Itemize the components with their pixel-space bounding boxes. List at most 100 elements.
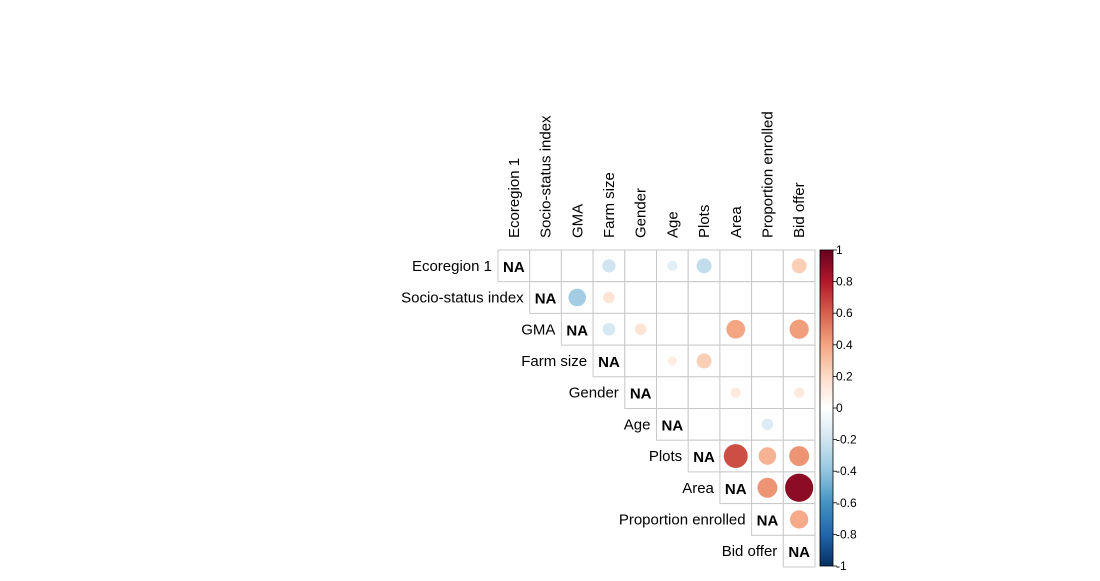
colorbar-tick-label: 0.4 [836,338,853,352]
grid-cell [656,376,689,409]
column-label-proportion-enrolled: Proportion enrolled [759,111,776,238]
grid-cell [687,312,721,346]
grid-cell [719,344,753,378]
grid-cell [624,344,657,378]
column-label-farm-size: Farm size [601,172,618,238]
grid-cell [560,249,594,283]
grid-cell [782,281,816,314]
grid-cell [719,249,753,283]
corr-circle-gender-bid-offer [794,387,805,398]
diagonal-na-label: NA [630,386,652,403]
grid-cell [751,281,784,314]
grid-cell [624,281,657,314]
column-label-bid-offer: Bid offer [791,182,808,238]
colorbar-tick-label: 0 [836,401,843,415]
row-label-plots: Plots [649,448,682,465]
corr-circle-gma-gender [634,323,647,335]
grid-cell [782,408,816,441]
corr-circle-proportion-enrolled-bid-offer [790,510,809,529]
grid-cell [687,376,721,409]
diagonal-na-label: NA [566,322,588,339]
colorbar-tick-label: -0.4 [836,464,857,478]
diagonal-na-label: NA [788,544,810,561]
color-legend: 1 0.8 0.6 0.4 0.2 0 -0.2 -0.4 -0.6 -0.8 -1 [819,243,857,573]
corr-circle-ecoregion-1-plots [696,258,712,274]
corr-circle-age-proportion-enrolled [761,418,774,431]
corr-circle-farm-size-plots [696,353,712,369]
diagonal-na-label: NA [535,291,557,308]
column-label-age: Age [664,211,681,238]
row-label-area: Area [682,480,714,497]
column-label-plots: Plots [696,205,713,238]
diagonal-na-label: NA [598,354,620,371]
colorbar-gradient [819,249,834,567]
grid-cell [751,344,784,378]
colorbar-tick-label: 1 [836,243,843,257]
corr-circle-gma-area [726,319,746,339]
row-label-gender: Gender [569,385,619,402]
colorbar-tick-label: 0.6 [836,306,853,320]
grid-cells [497,249,816,568]
corr-circle-ecoregion-1-bid-offer [791,258,807,274]
row-label-farm-size: Farm size [521,353,587,370]
diagonal-na-label: NA [693,449,715,466]
column-label-gender: Gender [633,188,650,238]
grid-cell [624,312,657,346]
grid-cell [687,408,721,441]
colorbar-tick-label: -0.8 [836,527,857,541]
colorbar-tick-label: -0.2 [836,433,857,447]
grid-cell [656,312,689,346]
diagonal-na-label: NA [662,417,684,434]
corr-circle-ecoregion-1-farm-size [602,259,616,273]
column-label-socio-status-index: Socio-status index [538,115,555,238]
grid-cell [687,439,721,473]
variable-labels: NA NA NA NA NA NA NA NA NA NA Ecoregion 1 Socio-sta… [401,111,810,561]
grid-cell [687,281,721,314]
grid-cell [719,471,753,505]
corr-circle-socio-status-index-farm-size [603,291,615,304]
row-label-gma: GMA [521,321,555,338]
grid-cell [624,376,657,409]
column-label-area: Area [728,206,745,238]
row-label-proportion-enrolled: Proportion enrolled [619,511,746,528]
corr-circle-gma-farm-size [602,322,616,336]
diagonal-na-label: NA [757,512,779,529]
corr-circle-gender-area [730,387,741,398]
grid-cell [529,249,562,283]
row-label-bid-offer: Bid offer [722,543,778,560]
corr-circle-area-bid-offer [785,473,814,502]
column-label-gma: GMA [569,204,586,238]
colorbar-tick-label: -1 [836,559,847,573]
column-label-ecoregion-1: Ecoregion 1 [506,158,523,238]
grid-cell [719,281,753,314]
grid-cell [751,376,784,409]
grid-cell [656,408,689,441]
corr-circle-plots-proportion-enrolled [758,447,777,465]
grid-cell [592,344,626,378]
corr-circle-gma-bid-offer [789,319,809,339]
grid-cell [656,281,689,314]
colorbar-tick-label: 0.2 [836,369,853,383]
corr-circle-plots-area [723,444,748,469]
corr-circle-area-proportion-enrolled [757,477,778,498]
grid-cell [751,249,784,283]
grid-cell [751,312,784,346]
diagonal-na-label: NA [725,481,747,498]
corr-circle-farm-size-age [667,356,678,366]
grid-cell [624,249,657,283]
colorbar-tick-label: -0.6 [836,496,857,510]
corr-circle-ecoregion-1-age [667,260,678,271]
correlation-circles [568,258,814,529]
row-label-age: Age [624,416,651,433]
colorbar-tick-label: 0.8 [836,275,853,289]
row-label-ecoregion-1: Ecoregion 1 [412,258,492,275]
corr-circle-plots-bid-offer [789,446,810,467]
grid-cell [719,408,753,441]
grid-cell [497,249,531,283]
grid-cell [782,534,816,568]
grid-cell [751,503,784,536]
grid-cell [782,344,816,378]
row-label-socio-status-index: Socio-status index [401,290,524,307]
grid-cell [560,312,594,346]
